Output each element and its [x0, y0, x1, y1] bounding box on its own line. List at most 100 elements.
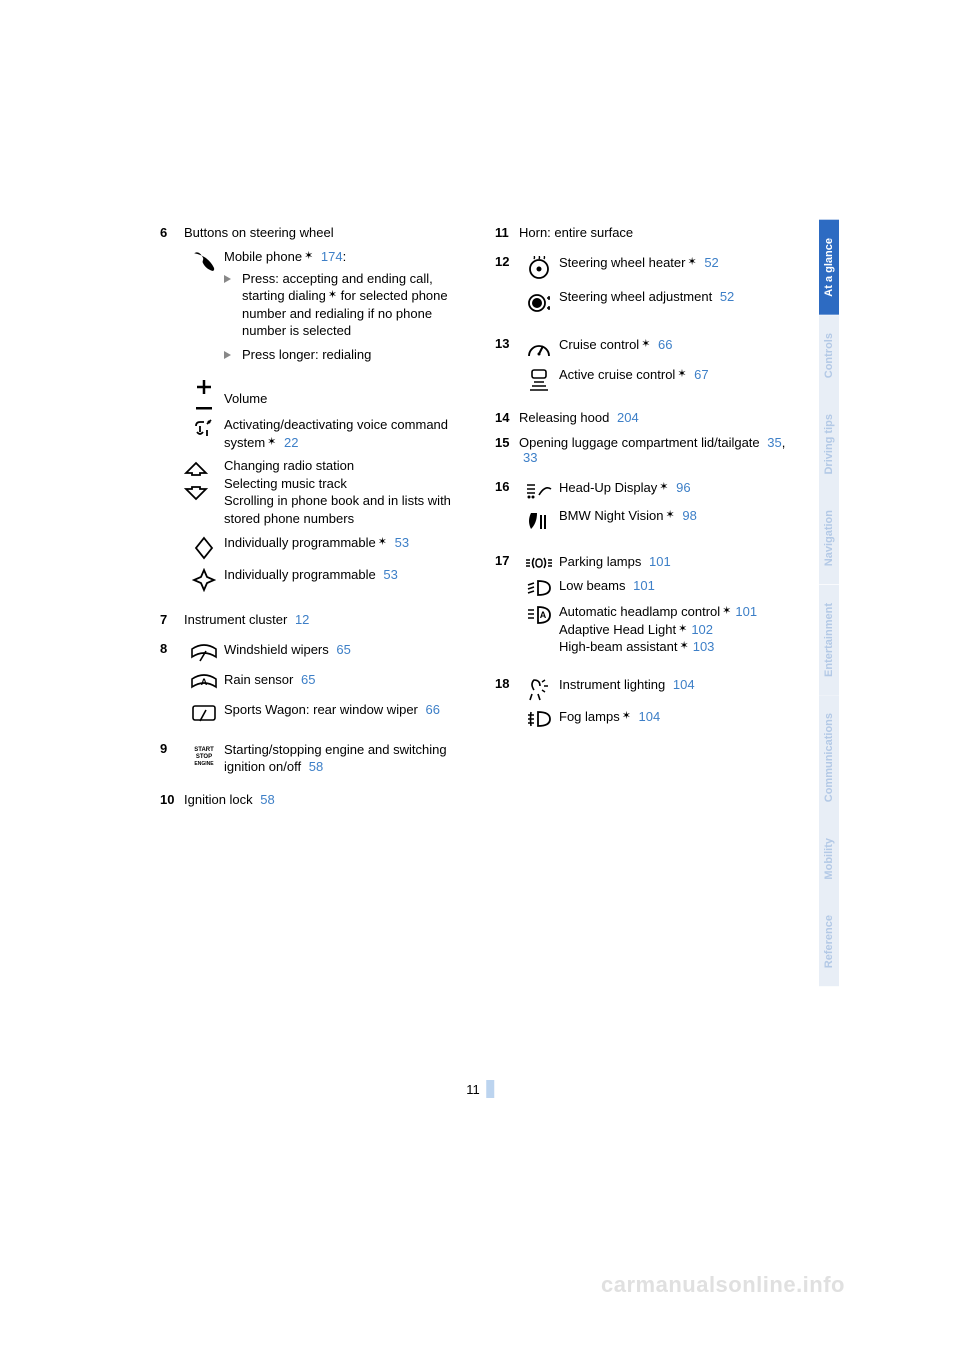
rain-text: Rain sensor 65 — [224, 671, 465, 689]
page-ref[interactable]: 104 — [639, 709, 661, 724]
label: Releasing hood — [519, 410, 609, 425]
label: Cruise control — [559, 337, 639, 352]
line: Selecting music track — [224, 475, 465, 493]
wheel-heater-icon — [519, 254, 559, 282]
svg-text:ENGINE: ENGINE — [194, 761, 214, 767]
label: Individually programmable — [224, 535, 376, 550]
page-ref[interactable]: 58 — [260, 792, 274, 807]
item-10: 10 Ignition lock 58 — [160, 792, 465, 807]
page-ref[interactable]: 53 — [395, 535, 409, 550]
text: Active cruise control✶ 67 — [559, 366, 800, 384]
option-star: ✶ — [677, 368, 686, 380]
item-content: Windshield wipers 65 A Rain sensor 65 — [184, 641, 465, 731]
page-ref[interactable]: 58 — [309, 759, 323, 774]
prog1-text: Individually programmable✶ 53 — [224, 534, 465, 552]
page-ref[interactable]: 52 — [704, 255, 718, 270]
text: Instrument lighting 104 — [559, 676, 800, 694]
row-wipers: Windshield wipers 65 — [184, 641, 465, 665]
item-number: 7 — [160, 612, 184, 627]
item-content: Instrument lighting 104 Fog lamps✶ 104 — [519, 676, 800, 734]
side-tab[interactable]: Driving tips — [819, 396, 839, 493]
page-ref[interactable]: 101 — [735, 604, 757, 619]
row-prog2: Individually programmable 53 — [184, 566, 465, 592]
option-star: ✶ — [687, 256, 696, 268]
page-ref[interactable]: 104 — [673, 677, 695, 692]
side-tab[interactable]: Navigation — [819, 492, 839, 584]
page-ref[interactable]: 174 — [321, 249, 343, 264]
item-9: 9 STARTSTOPENGINE Starting/stopping engi… — [160, 741, 465, 782]
page-ref[interactable]: 52 — [720, 289, 734, 304]
active-cruise-icon — [519, 366, 559, 394]
label: Instrument cluster — [184, 612, 287, 627]
page-ref[interactable]: 98 — [682, 508, 696, 523]
page-ref[interactable]: 103 — [693, 639, 715, 654]
right-column: 11 Horn: entire surface 12 Steering whee… — [495, 225, 800, 817]
item-16: 16 Head-Up Display✶ 96 BMW — [495, 479, 800, 539]
row-auto-headlamp: A Automatic headlamp control✶101 Adaptiv… — [519, 603, 800, 656]
text: Fog lamps✶ 104 — [559, 708, 800, 726]
side-tab[interactable]: Controls — [819, 315, 839, 396]
page-ref[interactable]: 101 — [633, 578, 655, 593]
sep: , — [782, 435, 786, 450]
item-number: 16 — [495, 479, 519, 539]
row-cruise: Cruise control✶ 66 — [519, 336, 800, 360]
bullet-item: Press longer: redialing — [224, 346, 465, 365]
parking-lamps-icon — [519, 553, 559, 571]
page-number-marker — [486, 1080, 494, 1098]
bullet-item: Press: accepting and ending call, starti… — [224, 270, 465, 340]
page-ref[interactable]: 65 — [301, 672, 315, 687]
label: Fog lamps — [559, 709, 620, 724]
option-star: ✶ — [641, 338, 650, 350]
item-18: 18 Instrument lighting 104 — [495, 676, 800, 734]
label: Low beams — [559, 578, 625, 593]
voice-text: Activating/deactivating voice command sy… — [224, 416, 465, 451]
page-ref[interactable]: 12 — [295, 612, 309, 627]
row-parking: Parking lamps 101 — [519, 553, 800, 571]
page-ref[interactable]: 101 — [649, 554, 671, 569]
row-fog: Fog lamps✶ 104 — [519, 708, 800, 728]
side-tab[interactable]: Reference — [819, 897, 839, 986]
page-ref[interactable]: 66 — [658, 337, 672, 352]
label: BMW Night Vision — [559, 508, 664, 523]
page-ref[interactable]: 66 — [426, 702, 440, 717]
side-tab[interactable]: At a glance — [819, 220, 839, 315]
page-ref[interactable]: 53 — [383, 567, 397, 582]
row-prog1: Individually programmable✶ 53 — [184, 534, 465, 560]
item-content: Opening luggage compartment lid/tailgate… — [519, 435, 800, 465]
page-ref[interactable]: 204 — [617, 410, 639, 425]
page-ref[interactable]: 22 — [284, 435, 298, 450]
label: Activating/deactivating voice command sy… — [224, 417, 448, 450]
page-number: 11 — [466, 1080, 494, 1098]
item-number: 17 — [495, 553, 519, 662]
item-content: Ignition lock 58 — [184, 792, 465, 807]
item-17: 17 Parking lamps 101 Low be — [495, 553, 800, 662]
label: Automatic headlamp control — [559, 604, 720, 619]
page-ref[interactable]: 96 — [676, 480, 690, 495]
night-vision-icon — [519, 507, 559, 533]
page-ref[interactable]: 67 — [694, 367, 708, 382]
side-tab[interactable]: Communications — [819, 695, 839, 820]
text: Parking lamps 101 — [559, 553, 800, 571]
side-tab[interactable]: Mobility — [819, 820, 839, 898]
triangle-bullet-icon — [224, 275, 231, 283]
page-ref[interactable]: 102 — [691, 622, 713, 637]
row-voice: Activating/deactivating voice command sy… — [184, 416, 465, 451]
label: Adaptive Head Light — [559, 622, 676, 637]
row-night-vision: BMW Night Vision✶ 98 — [519, 507, 800, 533]
item-content: Steering wheel heater✶ 52 Steering wheel… — [519, 254, 800, 322]
label: Mobile phone — [224, 249, 302, 264]
text: Low beams 101 — [559, 577, 800, 595]
text: Starting/stopping engine and switching i… — [224, 741, 465, 776]
line: Scrolling in phone book and in lists wit… — [224, 492, 465, 527]
page-ref[interactable]: 33 — [523, 450, 537, 465]
side-tab[interactable]: Entertainment — [819, 585, 839, 695]
item-number: 9 — [160, 741, 184, 782]
option-star: ✶ — [622, 710, 631, 722]
svg-text:A: A — [201, 677, 208, 687]
page-ref[interactable]: 65 — [336, 642, 350, 657]
page-ref[interactable]: 35 — [767, 435, 781, 450]
item-content: Instrument cluster 12 — [184, 612, 465, 627]
item-number: 10 — [160, 792, 184, 807]
item-number: 13 — [495, 336, 519, 400]
text: Cruise control✶ 66 — [559, 336, 800, 354]
